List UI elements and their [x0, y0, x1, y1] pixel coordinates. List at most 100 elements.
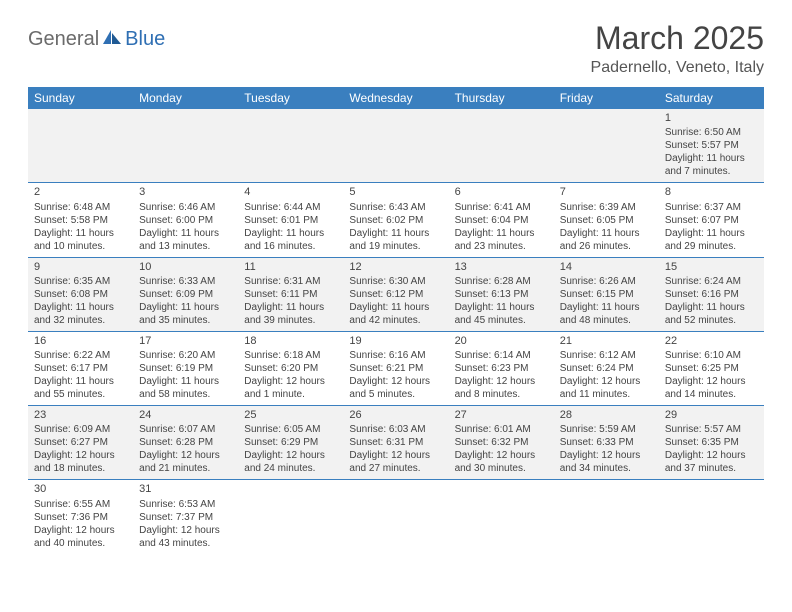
day-info-line: Sunset: 6:28 PM	[139, 436, 232, 449]
calendar-day-cell: 12Sunrise: 6:30 AMSunset: 6:12 PMDayligh…	[343, 257, 448, 331]
day-info-line: Sunset: 6:00 PM	[139, 214, 232, 227]
day-info-line: Daylight: 11 hours	[34, 375, 127, 388]
day-info-line: Sunrise: 6:30 AM	[349, 275, 442, 288]
day-info-line: Sunset: 6:32 PM	[455, 436, 548, 449]
day-info-line: Sunset: 6:19 PM	[139, 362, 232, 375]
day-info-line: Sunrise: 6:24 AM	[665, 275, 758, 288]
day-info-line: Sunrise: 6:20 AM	[139, 349, 232, 362]
day-number: 18	[244, 334, 337, 348]
calendar-week-row: 30Sunrise: 6:55 AMSunset: 7:36 PMDayligh…	[28, 480, 764, 554]
calendar-day-cell: 5Sunrise: 6:43 AMSunset: 6:02 PMDaylight…	[343, 183, 448, 257]
calendar-day-cell: 17Sunrise: 6:20 AMSunset: 6:19 PMDayligh…	[133, 331, 238, 405]
day-info-line: Sunset: 6:20 PM	[244, 362, 337, 375]
day-info-line: and 39 minutes.	[244, 314, 337, 327]
day-info-line: Sunset: 6:31 PM	[349, 436, 442, 449]
day-header: Tuesday	[238, 87, 343, 109]
day-info-line: Sunset: 6:02 PM	[349, 214, 442, 227]
day-info-line: Sunset: 6:08 PM	[34, 288, 127, 301]
day-info-line: Sunrise: 5:57 AM	[665, 423, 758, 436]
day-info-line: Sunset: 6:07 PM	[665, 214, 758, 227]
day-info-line: Daylight: 11 hours	[455, 227, 548, 240]
day-info-line: Daylight: 11 hours	[34, 301, 127, 314]
calendar-day-cell: 26Sunrise: 6:03 AMSunset: 6:31 PMDayligh…	[343, 406, 448, 480]
day-number: 25	[244, 408, 337, 422]
day-number: 16	[34, 334, 127, 348]
day-info-line: Daylight: 11 hours	[139, 375, 232, 388]
calendar-day-cell: 15Sunrise: 6:24 AMSunset: 6:16 PMDayligh…	[659, 257, 764, 331]
day-info-line: Sunrise: 6:43 AM	[349, 201, 442, 214]
month-title: March 2025	[591, 20, 764, 57]
location: Padernello, Veneto, Italy	[591, 59, 764, 77]
day-info-line: Sunset: 6:09 PM	[139, 288, 232, 301]
day-info-line: and 29 minutes.	[665, 240, 758, 253]
day-number: 11	[244, 260, 337, 274]
calendar-day-cell: 14Sunrise: 6:26 AMSunset: 6:15 PMDayligh…	[554, 257, 659, 331]
day-info-line: Sunset: 6:17 PM	[34, 362, 127, 375]
day-info-line: and 40 minutes.	[34, 537, 127, 550]
calendar-day-cell: 21Sunrise: 6:12 AMSunset: 6:24 PMDayligh…	[554, 331, 659, 405]
day-header: Friday	[554, 87, 659, 109]
day-info-line: Daylight: 12 hours	[455, 449, 548, 462]
day-info-line: Daylight: 11 hours	[244, 301, 337, 314]
day-info-line: Sunrise: 6:10 AM	[665, 349, 758, 362]
calendar-day-cell: 7Sunrise: 6:39 AMSunset: 6:05 PMDaylight…	[554, 183, 659, 257]
day-info-line: and 21 minutes.	[139, 462, 232, 475]
logo-text-general: General	[28, 28, 99, 51]
sail-icon	[101, 28, 123, 51]
day-info-line: Daylight: 11 hours	[139, 301, 232, 314]
day-info-line: Sunset: 6:04 PM	[455, 214, 548, 227]
day-info-line: Sunrise: 6:35 AM	[34, 275, 127, 288]
day-info-line: Sunrise: 6:16 AM	[349, 349, 442, 362]
day-info-line: Sunrise: 6:22 AM	[34, 349, 127, 362]
day-info-line: and 52 minutes.	[665, 314, 758, 327]
day-info-line: Daylight: 12 hours	[665, 449, 758, 462]
calendar-day-cell: 23Sunrise: 6:09 AMSunset: 6:27 PMDayligh…	[28, 406, 133, 480]
day-info-line: Sunset: 6:29 PM	[244, 436, 337, 449]
calendar-day-cell: 10Sunrise: 6:33 AMSunset: 6:09 PMDayligh…	[133, 257, 238, 331]
day-number: 8	[665, 185, 758, 199]
day-number: 31	[139, 482, 232, 496]
day-info-line: Sunrise: 6:28 AM	[455, 275, 548, 288]
day-info-line: and 1 minute.	[244, 388, 337, 401]
header: General Blue March 2025 Padernello, Vene…	[28, 20, 764, 77]
day-info-line: and 8 minutes.	[455, 388, 548, 401]
day-info-line: Sunset: 7:36 PM	[34, 511, 127, 524]
calendar-day-cell: 9Sunrise: 6:35 AMSunset: 6:08 PMDaylight…	[28, 257, 133, 331]
day-info-line: Sunrise: 6:33 AM	[139, 275, 232, 288]
day-info-line: Sunset: 6:27 PM	[34, 436, 127, 449]
calendar-day-cell: 18Sunrise: 6:18 AMSunset: 6:20 PMDayligh…	[238, 331, 343, 405]
day-info-line: and 19 minutes.	[349, 240, 442, 253]
day-info-line: Daylight: 12 hours	[560, 449, 653, 462]
day-info-line: Sunset: 6:16 PM	[665, 288, 758, 301]
day-info-line: Daylight: 12 hours	[244, 375, 337, 388]
day-number: 15	[665, 260, 758, 274]
day-header: Wednesday	[343, 87, 448, 109]
day-info-line: Sunrise: 6:31 AM	[244, 275, 337, 288]
day-info-line: and 26 minutes.	[560, 240, 653, 253]
title-block: March 2025 Padernello, Veneto, Italy	[591, 20, 764, 77]
calendar-day-cell: 1Sunrise: 6:50 AMSunset: 5:57 PMDaylight…	[659, 109, 764, 183]
day-info-line: Sunset: 6:21 PM	[349, 362, 442, 375]
day-info-line: Daylight: 11 hours	[560, 301, 653, 314]
day-number: 28	[560, 408, 653, 422]
day-info-line: Daylight: 11 hours	[665, 301, 758, 314]
calendar-week-row: 2Sunrise: 6:48 AMSunset: 5:58 PMDaylight…	[28, 183, 764, 257]
calendar-blank-cell	[554, 480, 659, 554]
day-number: 14	[560, 260, 653, 274]
day-number: 9	[34, 260, 127, 274]
calendar-day-cell: 25Sunrise: 6:05 AMSunset: 6:29 PMDayligh…	[238, 406, 343, 480]
day-info-line: and 34 minutes.	[560, 462, 653, 475]
day-info-line: Sunset: 6:05 PM	[560, 214, 653, 227]
day-info-line: and 16 minutes.	[244, 240, 337, 253]
day-info-line: Sunrise: 6:12 AM	[560, 349, 653, 362]
day-info-line: Sunrise: 6:53 AM	[139, 498, 232, 511]
day-info-line: Sunrise: 6:14 AM	[455, 349, 548, 362]
day-number: 19	[349, 334, 442, 348]
day-info-line: Daylight: 11 hours	[349, 301, 442, 314]
day-info-line: Daylight: 11 hours	[560, 227, 653, 240]
calendar-day-cell: 24Sunrise: 6:07 AMSunset: 6:28 PMDayligh…	[133, 406, 238, 480]
calendar-day-cell: 27Sunrise: 6:01 AMSunset: 6:32 PMDayligh…	[449, 406, 554, 480]
day-info-line: Daylight: 12 hours	[34, 449, 127, 462]
day-info-line: and 11 minutes.	[560, 388, 653, 401]
day-number: 23	[34, 408, 127, 422]
